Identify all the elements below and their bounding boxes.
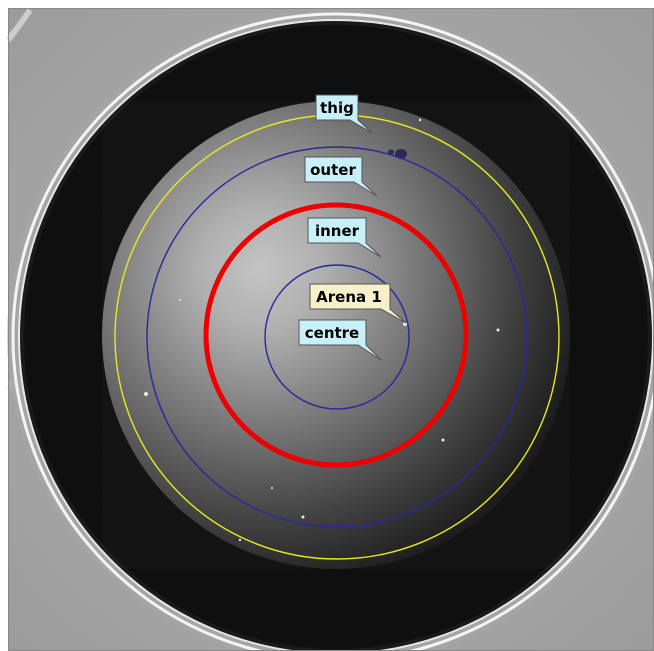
arena-name-tag[interactable]: Arena 1 [309, 283, 407, 324]
centre-zone-outline[interactable] [264, 264, 410, 410]
zone-tag-centre[interactable]: centre [298, 319, 382, 361]
zone-tag-outer-label: outer [310, 161, 356, 179]
zone-tag-inner-label: inner [315, 222, 360, 240]
arena-name-label: Arena 1 [316, 288, 382, 306]
zone-tag-thig[interactable]: thig [315, 94, 373, 134]
dish-rim-outer [11, 12, 654, 651]
zone-tag-thig-label: thig [320, 99, 354, 117]
zone-tag-centre-label: centre [305, 324, 360, 342]
inner-zone-outline[interactable] [203, 202, 469, 468]
bench-reflection [5, 8, 33, 42]
zone-tag-outer[interactable]: outer [304, 156, 378, 197]
zone-tag-inner[interactable]: inner [307, 217, 382, 258]
outer-zone-outline[interactable] [146, 146, 528, 528]
